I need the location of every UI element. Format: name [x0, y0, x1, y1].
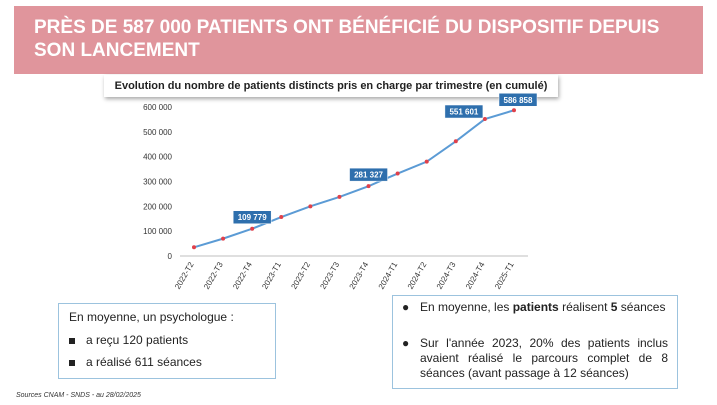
x-tick-label: 2023-T3 [318, 260, 341, 291]
bullet-icon: ● [402, 300, 410, 314]
data-point [512, 108, 516, 113]
patient-stats-box: ● En moyenne, les patients réalisent 5 s… [392, 295, 678, 389]
series-line [193, 109, 515, 249]
x-tick-label: 2022-T2 [173, 260, 196, 291]
y-tick-label: 0 [168, 252, 173, 261]
x-tick-label: 2025-T1 [493, 260, 516, 291]
y-tick-label: 300 000 [143, 178, 172, 187]
list-item-text: Sur l'année 2023, 20% des patients inclu… [420, 336, 668, 380]
page-title: PRÈS DE 587 000 PATIENTS ONT BÉNÉFICIÉ D… [34, 17, 660, 61]
list-item: ● Sur l'année 2023, 20% des patients inc… [402, 336, 668, 381]
data-point [250, 226, 255, 231]
data-label-box [349, 167, 388, 182]
x-tick-label: 2024-T1 [377, 260, 400, 291]
data-label-box [232, 210, 272, 224]
data-label-box [498, 93, 538, 107]
square-bullet-icon [69, 337, 75, 344]
x-tick-label: 2024-T4 [464, 260, 487, 291]
list-item-text: En moyenne, les patients réalisent 5 séa… [420, 300, 666, 314]
psychologist-stats-intro: En moyenne, un psychologue : [69, 310, 234, 324]
data-label: 586 858 [504, 96, 533, 105]
title-banner: PRÈS DE 587 000 PATIENTS ONT BÉNÉFICIÉ D… [14, 6, 703, 74]
x-tick-label: 2023-T2 [289, 260, 312, 291]
data-point [424, 159, 429, 164]
line-chart: 0 100 000 200 000 300 000 400 000 500 000 600 … [143, 93, 538, 291]
data-label: 109 779 [238, 213, 267, 222]
sources-note: Sources CNAM - SNDS - au 28/02/2025 [16, 392, 141, 399]
y-tick-label: 200 000 [143, 202, 172, 211]
list-item-text: a reçu 120 patients [86, 333, 189, 347]
chart-title: Evolution du nombre de patients distinct… [104, 75, 558, 97]
square-bullet-icon [69, 359, 75, 366]
y-tick-label: 500 000 [143, 128, 172, 137]
data-point [337, 194, 342, 199]
list-item: a réalisé 611 séances [69, 353, 202, 375]
x-tick-label: 2023-T1 [260, 260, 283, 291]
x-tick-label: 2024-T3 [435, 260, 458, 291]
psychologist-stats-list: a reçu 120 patients a réalisé 611 séance… [69, 331, 202, 375]
x-tick-label: 2022-T4 [231, 260, 254, 291]
data-point [482, 117, 487, 122]
data-point [366, 184, 371, 189]
bullet-icon: ● [402, 336, 410, 350]
list-item: ● En moyenne, les patients réalisent 5 s… [402, 300, 668, 315]
y-tick-label: 400 000 [143, 153, 172, 162]
y-tick-label: 600 000 [143, 103, 172, 112]
data-point [279, 215, 284, 220]
data-label-box [444, 104, 484, 119]
psychologist-stats-box: En moyenne, un psychologue : a reçu 120 … [58, 303, 276, 379]
x-tick-label: 2023-T4 [348, 260, 371, 291]
data-label: 551 601 [449, 108, 478, 117]
data-point [308, 204, 313, 209]
data-point [192, 245, 196, 250]
y-tick-label: 100 000 [143, 227, 172, 236]
data-point [221, 236, 226, 241]
data-point [395, 171, 400, 176]
list-item-text: a réalisé 611 séances [86, 355, 202, 369]
data-label: 281 327 [354, 171, 383, 180]
x-tick-label: 2024-T2 [406, 260, 429, 291]
data-point [453, 139, 458, 144]
list-item: a reçu 120 patients [69, 331, 202, 353]
x-tick-label: 2022-T3 [202, 260, 225, 291]
